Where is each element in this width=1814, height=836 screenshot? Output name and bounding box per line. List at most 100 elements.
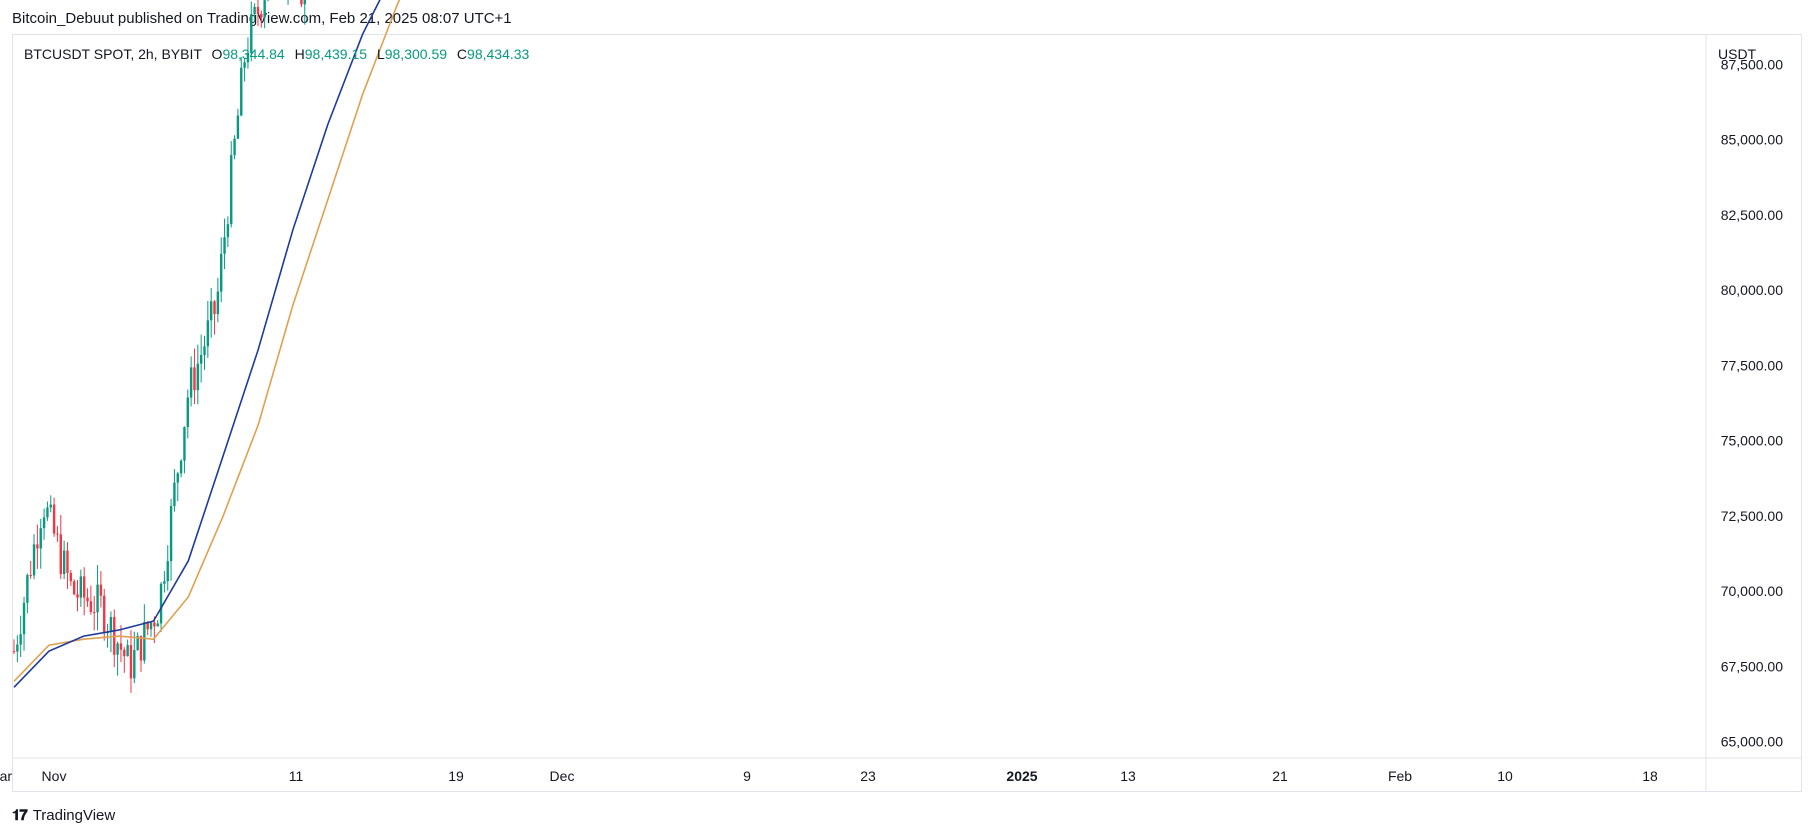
candle-body [136, 635, 139, 651]
candle-body [29, 575, 32, 577]
candle-body [173, 482, 176, 507]
candle-body [169, 506, 173, 562]
candle-body [183, 427, 186, 461]
price-tick-label: 72,500.00 [1721, 508, 1783, 524]
low-key: L [376, 46, 385, 62]
candle-body [236, 115, 240, 139]
high-key: H [294, 46, 305, 62]
candle-body [220, 253, 223, 292]
tradingview-logo-icon: 𝟏𝟕 [12, 806, 28, 824]
candle-body [243, 62, 246, 68]
candle-body [42, 517, 46, 529]
candle-body [52, 504, 56, 534]
publisher-caption: Bitcoin_Debuut published on TradingView.… [12, 10, 512, 27]
candle-body [62, 550, 66, 575]
candle-body [156, 623, 159, 627]
candle-body [253, 6, 256, 15]
candle-body [256, 6, 260, 14]
candle-body [240, 67, 243, 116]
symbol-label[interactable]: BTCUSDT SPOT, 2h, BYBIT [24, 46, 202, 62]
candle-body [186, 397, 189, 428]
candle-body [233, 138, 236, 156]
currency-selector[interactable]: USDT [1718, 46, 1757, 62]
candle-body [22, 602, 26, 635]
candle-body [96, 584, 99, 613]
candle-body [133, 650, 136, 679]
candle-body [139, 635, 143, 661]
candle-body [69, 572, 73, 582]
candle-body [146, 622, 149, 630]
candle-body [230, 155, 233, 225]
candle-body [59, 534, 62, 575]
candle-body [193, 367, 196, 391]
candle-body [203, 346, 206, 356]
candle-body [49, 504, 52, 508]
price-tick-label: 67,500.00 [1721, 658, 1783, 674]
candle-body [159, 583, 163, 624]
high-value: 98,439.15 [304, 46, 368, 62]
time-axis: Nov 11 19 Dec 9 23 2025 13 21 Feb 10 18 Mar [0, 768, 1658, 784]
candle-body [260, 13, 263, 18]
candle-body [263, 0, 266, 18]
footer-brand[interactable]: TradingView [32, 806, 116, 824]
candle-body [39, 528, 42, 549]
candle-body [76, 594, 79, 598]
candle-body [56, 533, 59, 535]
candle-body [82, 576, 86, 598]
candle-body [129, 645, 133, 679]
candle-body [79, 576, 83, 598]
candle-body [123, 649, 126, 657]
candle-body [213, 301, 216, 315]
candle-body [223, 237, 226, 254]
candle-body [16, 644, 19, 652]
candle-body [143, 622, 146, 661]
candle-body [209, 301, 213, 321]
time-tick-label: 18 [1642, 768, 1658, 784]
chart-frame [12, 34, 1802, 792]
time-tick-label: 11 [289, 768, 304, 784]
candle-body [116, 643, 119, 655]
candle-body [103, 595, 106, 634]
price-tick-label: 75,000.00 [1721, 433, 1783, 449]
candle-body [126, 645, 129, 657]
time-tick-label: 13 [1120, 768, 1136, 784]
time-tick-label: 21 [1272, 768, 1288, 784]
candle-body [226, 224, 230, 238]
price-tick-label: 85,000.00 [1721, 132, 1783, 148]
candle-body [163, 581, 166, 584]
candle-body [179, 460, 183, 474]
footer: 𝟏𝟕 TradingView [12, 806, 115, 824]
price-axis: 107,500.00105,000.00102,500.00100,000.00… [1721, 56, 1783, 749]
price-tick-label: 80,000.00 [1721, 282, 1783, 298]
candle-body [86, 597, 89, 602]
price-tick-label: 70,000.00 [1721, 583, 1783, 599]
candle-body [216, 291, 220, 315]
time-tick-label: 23 [860, 768, 876, 784]
candles [12, 0, 306, 694]
open-key: O [211, 46, 223, 62]
time-tick-label: Mar [0, 768, 12, 784]
ema-200-line [13, 0, 381, 688]
candle-body [176, 473, 179, 483]
close-key: C [456, 46, 468, 62]
candle-body [12, 651, 16, 653]
time-tick-label: 9 [743, 768, 751, 784]
candle-body [32, 544, 36, 576]
time-tick-label: Dec [550, 768, 575, 784]
candle-body [19, 634, 22, 645]
candle-body [303, 0, 306, 5]
candle-body [99, 584, 103, 596]
time-tick-label: Nov [42, 768, 67, 784]
candle-body [72, 581, 76, 595]
candle-body [206, 320, 210, 347]
candle-body [196, 363, 200, 391]
price-tick-label: 82,500.00 [1721, 207, 1783, 223]
close-value: 98,434.33 [467, 46, 530, 62]
candle-body [36, 544, 39, 549]
candle-body [189, 367, 193, 398]
candle-body [109, 617, 113, 633]
open-value: 98,344.84 [222, 46, 285, 62]
price-tick-label: 87,500.00 [1721, 56, 1783, 72]
time-tick-label: Feb [1388, 768, 1412, 784]
